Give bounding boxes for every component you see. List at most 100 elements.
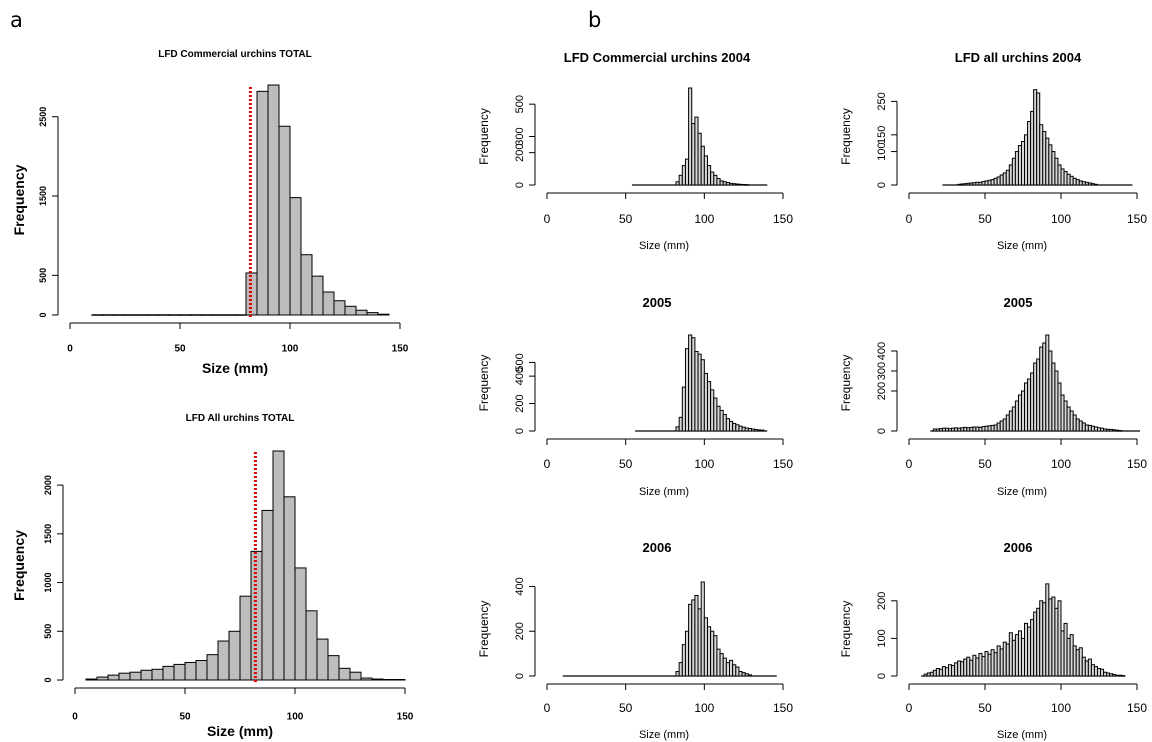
histogram-bar <box>228 630 241 681</box>
histogram-bar <box>349 671 362 681</box>
x-tick-label: 50 <box>978 457 992 471</box>
histogram-bar <box>102 314 115 316</box>
histogram-bar <box>179 314 192 316</box>
histogram-bar <box>107 674 120 681</box>
y-tick-label: 500 <box>43 624 53 639</box>
x-tick-label: 100 <box>1051 212 1071 226</box>
x-tick-label: 50 <box>619 701 633 715</box>
y-axis-label: Frequency <box>11 530 27 601</box>
histogram-bar <box>146 314 159 316</box>
histogram-bar <box>124 314 137 316</box>
x-tick-label: 100 <box>1051 701 1071 715</box>
histogram-bar <box>744 184 749 186</box>
histogram-bar <box>338 667 351 681</box>
histogram-bar <box>300 254 313 316</box>
histogram-bar <box>234 314 247 316</box>
x-tick-label: 150 <box>392 344 409 355</box>
histogram-bar <box>140 669 153 681</box>
histogram-panel: 2006 0 50 100 150 Size (mm) 0 100 200 Frequency <box>839 540 1147 741</box>
histogram-bar <box>239 595 252 681</box>
x-tick-label: 0 <box>906 212 913 226</box>
x-axis-label: Size (mm) <box>639 240 689 252</box>
histogram-bar <box>190 314 203 316</box>
histogram-bar <box>316 638 329 681</box>
x-tick-label: 100 <box>1051 457 1071 471</box>
histogram-bar <box>217 640 230 681</box>
histogram-bar <box>377 313 390 316</box>
chart-title: 2005 <box>643 295 672 310</box>
y-tick-label: 0 <box>514 182 526 188</box>
x-axis-label: Size (mm) <box>997 729 1047 741</box>
histogram-bar <box>283 496 296 681</box>
x-tick-label: 0 <box>906 457 913 471</box>
histogram-bar <box>289 197 302 316</box>
chart-title: LFD all urchins 2004 <box>955 50 1082 65</box>
y-tick-label: 0 <box>514 428 526 434</box>
y-tick-label: 0 <box>876 428 888 434</box>
histogram-bar <box>272 450 285 681</box>
y-tick-label: 2000 <box>43 475 53 495</box>
y-tick-label: 1500 <box>43 524 53 544</box>
y-axis-label: Frequency <box>11 164 27 235</box>
histogram-bar <box>85 678 98 681</box>
histogram-panel: LFD Commercial urchins 2004 0 50 100 150 Size… <box>477 50 793 252</box>
x-tick-label: 150 <box>773 212 793 226</box>
chart-title: 2006 <box>643 540 672 555</box>
x-axis-label: Size (mm) <box>639 729 689 741</box>
histogram-bar <box>333 300 346 316</box>
x-tick-label: 50 <box>978 212 992 226</box>
histogram-bar <box>195 660 208 681</box>
histogram-bar <box>305 610 318 681</box>
histogram-bar <box>201 314 214 316</box>
x-tick-label: 0 <box>67 344 73 355</box>
histogram-bar <box>184 661 197 681</box>
panel-label-a: a <box>10 8 23 32</box>
y-tick-label: 500 <box>514 353 526 371</box>
histogram-bar <box>129 671 142 681</box>
histogram-bar <box>261 509 274 681</box>
y-tick-label: 400 <box>876 342 888 360</box>
histogram-bar <box>393 679 406 681</box>
x-tick-label: 150 <box>1127 457 1147 471</box>
y-tick-label: 2500 <box>38 107 48 127</box>
x-axis-label: Size (mm) <box>202 360 268 376</box>
histogram-bar <box>267 84 280 316</box>
histogram-bar <box>355 309 368 316</box>
x-tick-label: 150 <box>773 457 793 471</box>
y-tick-label: 300 <box>876 362 888 380</box>
histogram-bar <box>322 291 335 316</box>
histogram-bar <box>113 314 126 316</box>
histogram-bar <box>212 314 225 316</box>
histogram-bar <box>366 312 379 316</box>
chart-title: LFD Commercial urchins TOTAL <box>158 49 312 60</box>
histogram-bar <box>157 314 170 316</box>
histogram-bar <box>327 655 340 681</box>
y-tick-label: 150 <box>876 126 888 144</box>
y-axis-label: Frequency <box>477 355 491 412</box>
y-tick-label: 200 <box>876 382 888 400</box>
x-tick-label: 0 <box>906 701 913 715</box>
y-tick-label: 0 <box>514 673 526 679</box>
chart-title: 2005 <box>1004 295 1033 310</box>
y-tick-label: 200 <box>876 592 888 610</box>
y-axis-label: Frequency <box>477 108 491 165</box>
histogram-bar <box>151 668 164 681</box>
x-tick-label: 0 <box>544 212 551 226</box>
x-tick-label: 0 <box>72 712 78 723</box>
x-tick-label: 0 <box>544 701 551 715</box>
chart-title: 2006 <box>1004 540 1033 555</box>
histogram-panel: LFD Commercial urchins TOTAL 0 50 100 150 Siz… <box>11 49 409 376</box>
histogram-bar <box>1118 430 1123 432</box>
chart-title: LFD Commercial urchins 2004 <box>564 50 751 65</box>
x-tick-label: 150 <box>773 701 793 715</box>
y-tick-label: 200 <box>514 143 526 161</box>
histogram-bar <box>311 275 324 316</box>
x-tick-label: 100 <box>694 701 714 715</box>
x-tick-label: 150 <box>1127 212 1147 226</box>
x-axis-label: Size (mm) <box>997 240 1047 252</box>
x-tick-label: 0 <box>544 457 551 471</box>
y-tick-label: 200 <box>514 622 526 640</box>
